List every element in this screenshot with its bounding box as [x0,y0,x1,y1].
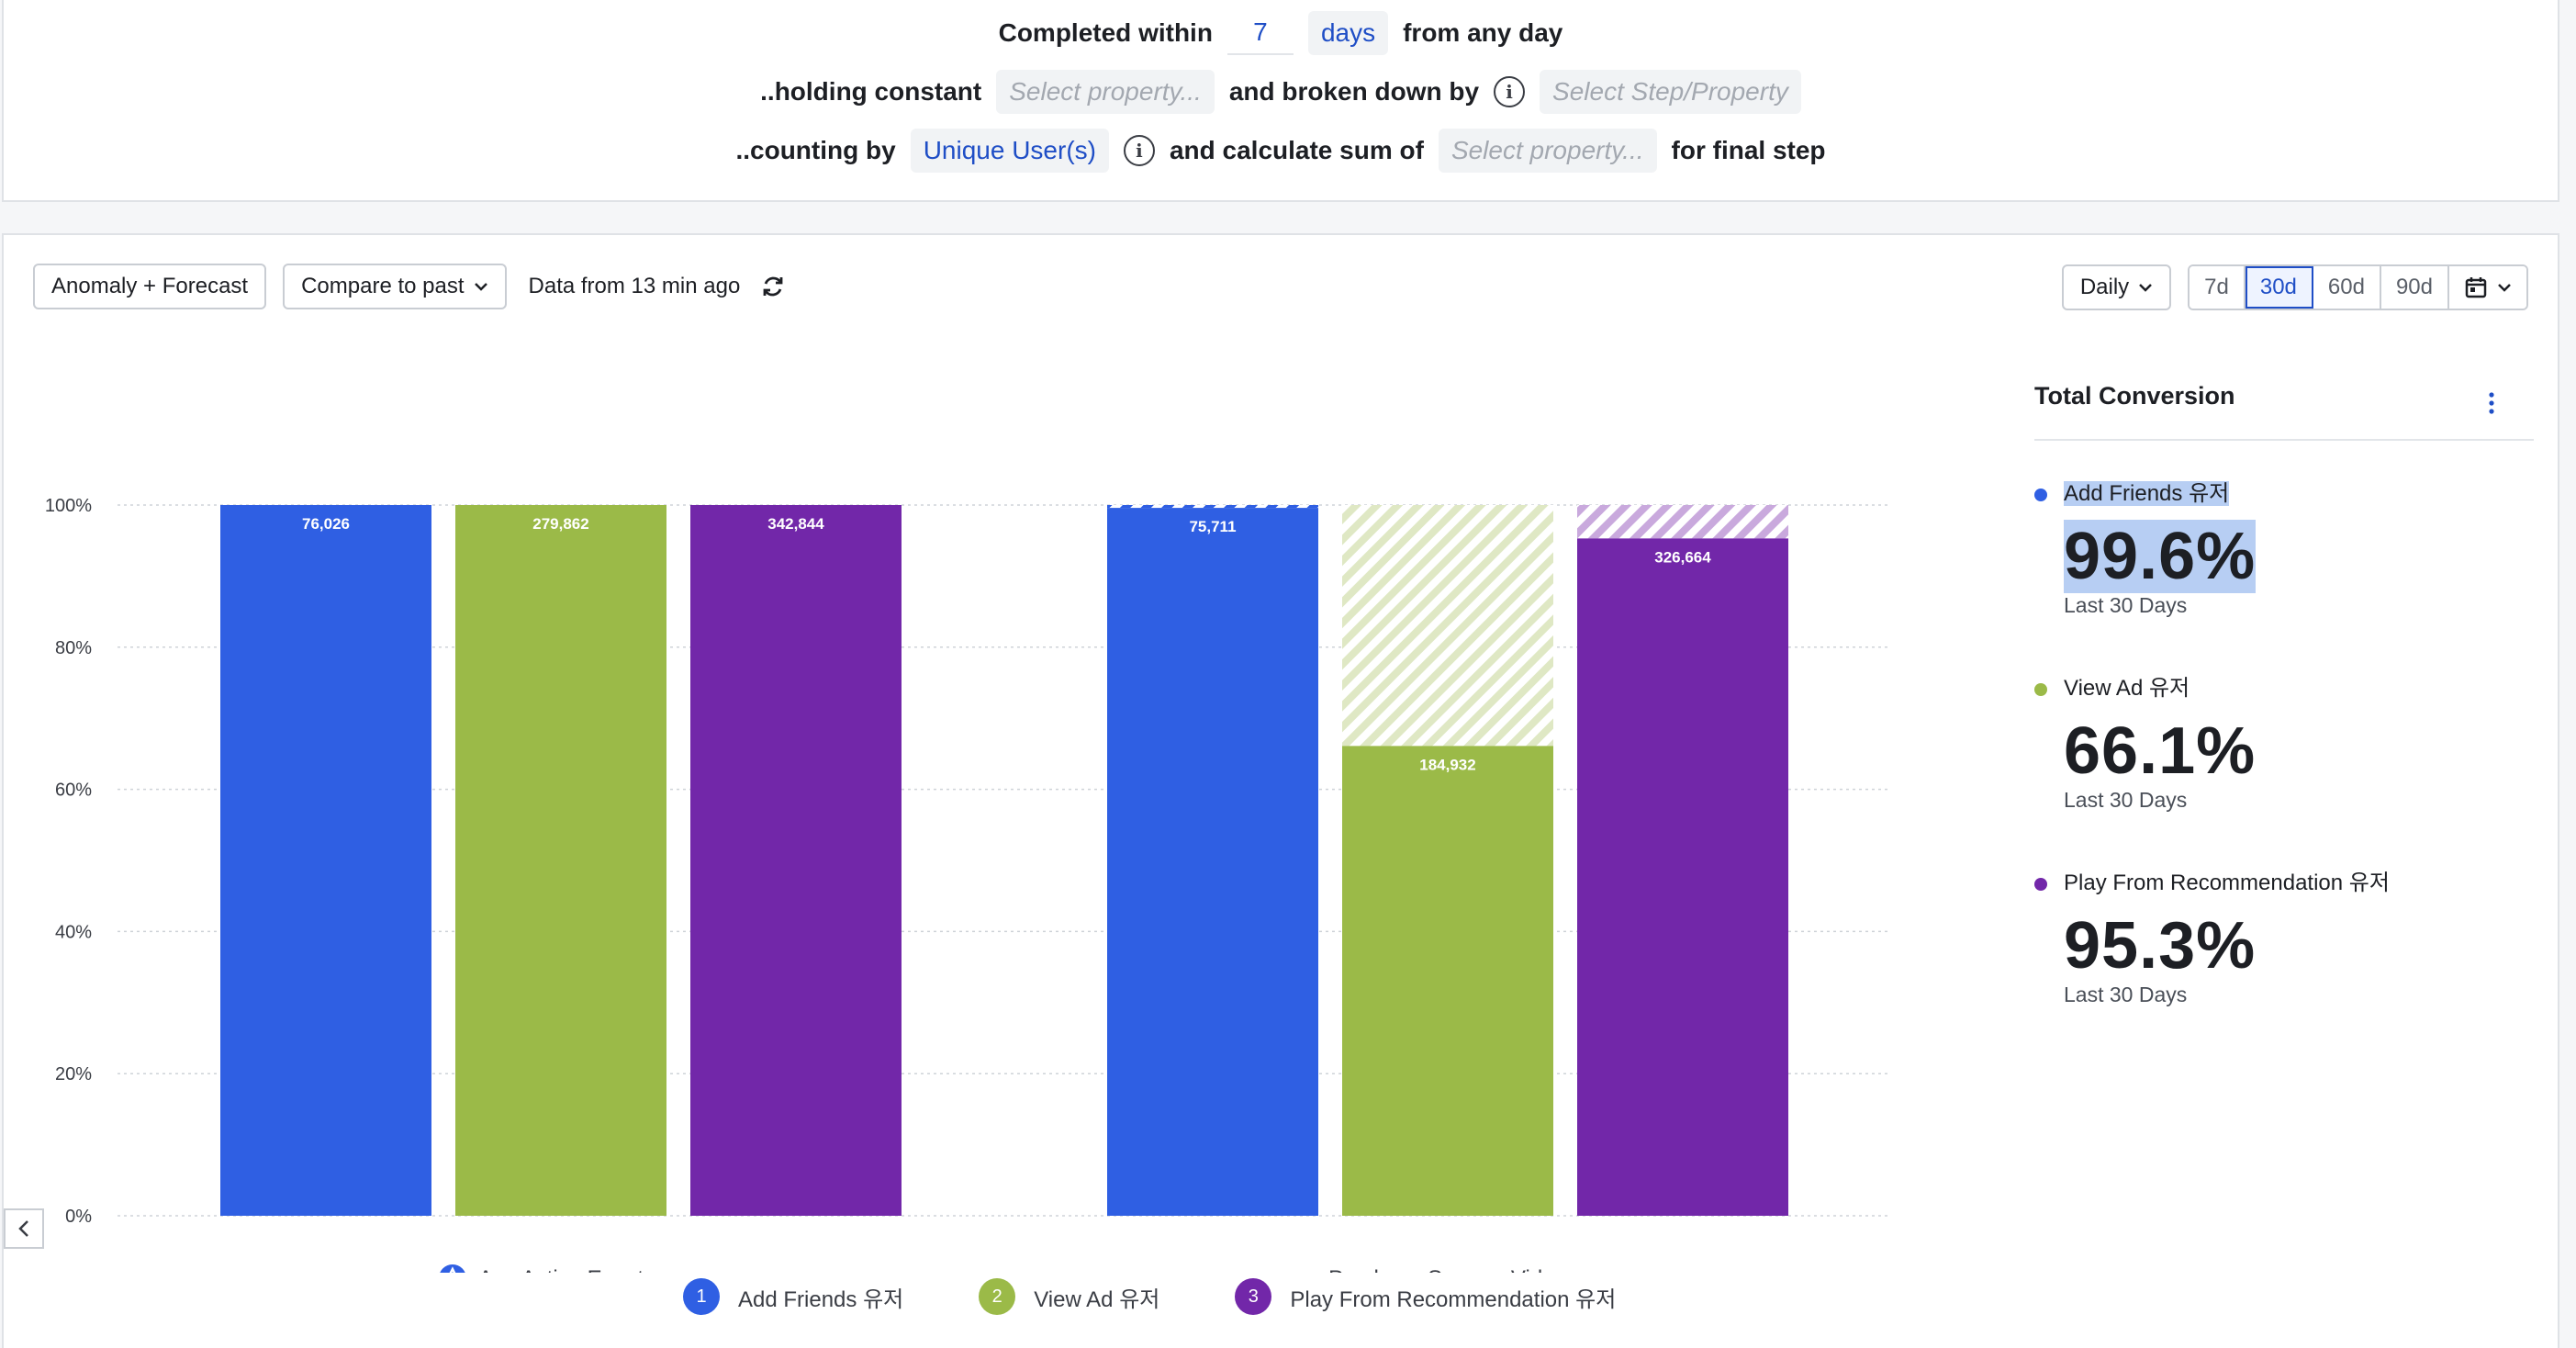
funnel-bar-chart: 0% 20% 40% 60% 80% 100% 76,026 279,862 342,844 An… [45,496,1891,1273]
y-tick-label: 20% [55,1064,92,1084]
compare-to-past-button[interactable]: Compare to past [283,264,507,309]
calculate-sum-label: and calculate sum of [1169,136,1424,164]
series-dot [2034,878,2047,891]
legend-item[interactable]: 1 Add Friends 유저 [683,1278,903,1315]
bar [1577,538,1788,1216]
metric-add-friends: Add Friends 유저 99.6% Last 30 Days [2034,477,2534,617]
final-step-label: for final step [1671,136,1826,164]
metric-period: Last 30 Days [2064,788,2188,812]
chart-legend: 1 Add Friends 유저 2 View Ad 유저 3 Play Fro… [683,1278,1691,1315]
bar [455,505,666,1216]
series-dot [2034,683,2047,696]
bar-value-label: 75,711 [1189,518,1236,535]
breakdown-select[interactable]: Select Step/Property [1540,70,1801,114]
bar-value-label: 184,932 [1419,756,1475,773]
metric-value: 95.3% [2064,909,2257,983]
range-7d-button[interactable]: 7d [2190,266,2246,309]
bar-dropoff-segment [1342,505,1553,747]
range-30d-button[interactable]: 30d [2245,266,2313,309]
info-icon[interactable]: i [1123,135,1155,166]
anomaly-forecast-button[interactable]: Anomaly + Forecast [33,264,267,309]
y-tick-label: 80% [55,638,92,658]
chart-panel: Anomaly + Forecast Compare to past Data … [2,233,2559,1348]
step-number-badge: 1 [683,1278,720,1315]
bar-dropoff-segment [1577,505,1788,539]
window-unit-select[interactable]: days [1307,11,1389,55]
metric-play-from-recommendation: Play From Recommendation 유저 95.3% Last 3… [2034,867,2534,1006]
chevron-left-icon [18,1220,28,1237]
range-90d-button[interactable]: 90d [2380,266,2449,309]
total-conversion-panel: Total Conversion Add Friends 유저 99.6% La… [2034,373,2534,1006]
from-any-day-label: from any day [1403,18,1563,47]
metric-name: View Ad 유저 [2064,676,2190,701]
bar-value-label: 76,026 [302,515,350,533]
chart-toolbar: Anomaly + Forecast Compare to past Data … [33,263,790,310]
active-event-glyph [449,1266,456,1273]
step-number-badge: 3 [1235,1278,1272,1315]
calendar-picker-button[interactable] [2449,266,2526,309]
holding-constant-row: ..holding constant Select property... an… [4,66,2558,118]
bar-dropoff-segment [1107,505,1318,509]
range-60d-button[interactable]: 60d [2313,266,2381,309]
data-freshness-text: Data from 13 min ago [528,274,741,298]
chevron-down-icon [2139,284,2153,292]
metric-value: 99.6% [2064,520,2257,593]
more-options-icon[interactable] [2482,389,2501,417]
step-number-badge: 2 [979,1278,1016,1315]
completed-within-label: Completed within [998,18,1213,47]
metric-value: 66.1% [2064,714,2257,788]
chevron-down-icon [474,283,487,291]
bar-value-label: 326,664 [1654,548,1711,566]
calendar-icon [2465,277,2487,298]
divider [2034,439,2534,441]
legend-item[interactable]: 2 View Ad 유저 [979,1278,1159,1315]
window-value-input[interactable]: 7 [1226,11,1294,55]
bar-value-label: 342,844 [767,515,824,533]
refresh-icon[interactable] [756,270,790,303]
y-tick-label: 40% [55,922,92,942]
counting-by-row: ..counting by Unique User(s) i and calcu… [4,125,2558,176]
legend-label: Play From Recommendation 유저 [1290,1286,1617,1312]
metric-period: Last 30 Days [2064,593,2188,617]
metric-view-ad: View Ad 유저 66.1% Last 30 Days [2034,672,2534,812]
counting-by-label: ..counting by [735,136,896,164]
interval-label: Daily [2079,275,2130,299]
bar [690,505,902,1216]
info-icon[interactable]: i [1494,76,1526,107]
legend-label: Add Friends 유저 [738,1286,904,1312]
broken-down-label: and broken down by [1228,77,1480,106]
legend-label: View Ad 유저 [1034,1286,1160,1312]
panel-title: Total Conversion [2034,381,2235,410]
bar [220,505,431,1216]
collapse-panel-button[interactable] [4,1208,44,1249]
holding-property-select[interactable]: Select property... [996,70,1215,114]
date-range-controls: Daily 7d 30d 60d 90d [2061,264,2528,310]
interval-select[interactable]: Daily [2061,264,2172,310]
metric-period: Last 30 Days [2064,983,2188,1006]
completed-within-row: Completed within 7 days from any day [4,7,2558,59]
x-category-label: Purchase Song or Video [1328,1266,1567,1273]
chevron-down-icon [2498,284,2511,292]
counting-by-select[interactable]: Unique User(s) [910,129,1109,173]
y-tick-label: 60% [55,781,92,801]
holding-constant-label: ..holding constant [760,77,982,106]
bar-value-label: 279,862 [532,515,588,533]
metric-name: Add Friends 유저 [2064,481,2230,506]
criteria-panel: Completed within 7 days from any day ..h… [2,0,2559,202]
range-button-group: 7d 30d 60d 90d [2188,264,2528,310]
legend-item[interactable]: 3 Play From Recommendation 유저 [1235,1278,1616,1315]
x-category-label: Any Active Event [478,1266,644,1273]
y-tick-label: 0% [65,1207,92,1227]
series-dot [2034,489,2047,501]
bar [1342,746,1553,1216]
metric-name: Play From Recommendation 유저 [2064,871,2390,895]
bar [1107,508,1318,1216]
y-tick-label: 100% [45,496,92,516]
compare-label: Compare to past [301,274,465,298]
sum-property-select[interactable]: Select property... [1438,129,1657,173]
